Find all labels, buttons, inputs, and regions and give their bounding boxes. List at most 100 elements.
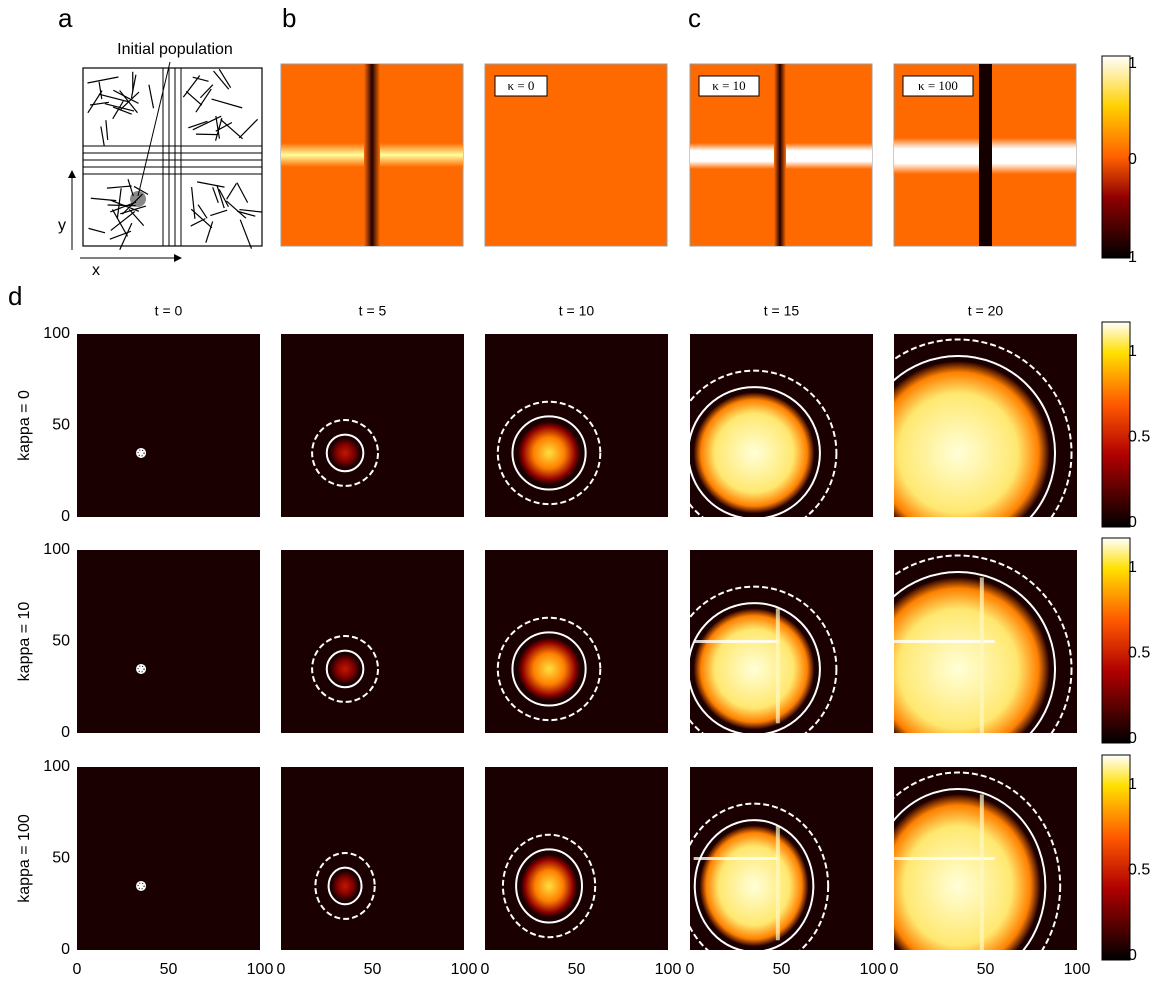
- fibre: [218, 68, 232, 88]
- fibre: [105, 120, 109, 140]
- kappa-label: κ = 10: [712, 78, 745, 93]
- fibre: [220, 119, 243, 140]
- fibre: [190, 208, 213, 229]
- x-tick-label: 50: [977, 961, 995, 978]
- fibre: [215, 115, 221, 139]
- fibre: [110, 210, 136, 231]
- contour-dashed: [496, 616, 602, 722]
- population: [517, 637, 581, 701]
- streak: [979, 577, 984, 733]
- fibre: [112, 106, 132, 115]
- contour: [894, 787, 1047, 950]
- panel-b2: κ = 0: [484, 63, 668, 247]
- field: [311, 419, 379, 487]
- streak: [775, 608, 780, 724]
- schematic-label: Initial population: [117, 41, 233, 58]
- contour: [325, 433, 365, 473]
- contour-dashed: [894, 771, 1062, 950]
- population: [699, 825, 809, 947]
- heatmap: [281, 550, 464, 733]
- fibre: [239, 219, 253, 249]
- fibre: [216, 184, 225, 209]
- field: [496, 616, 602, 722]
- heatmap-panel: [485, 334, 668, 517]
- y-tick-label: 0: [61, 508, 70, 525]
- heatmap-panel: [77, 550, 260, 733]
- y-tick-label: 50: [52, 633, 70, 650]
- y-tick-label: 50: [52, 417, 70, 434]
- y-label: y: [58, 217, 66, 234]
- field: [314, 852, 376, 920]
- heatmap: [77, 550, 260, 733]
- x-tick-label: 50: [364, 961, 382, 978]
- column-title: t = 10: [559, 303, 595, 319]
- fibre: [192, 115, 222, 131]
- fibre: [128, 209, 145, 227]
- heatmap-panel: [77, 767, 260, 950]
- field: [894, 338, 1073, 517]
- population: [330, 654, 360, 684]
- contour-dashed: [311, 419, 379, 487]
- field: [311, 635, 379, 703]
- fibre: [237, 210, 256, 217]
- fibre: [188, 120, 208, 129]
- y-tick-label: 0: [61, 724, 70, 741]
- contour: [327, 866, 363, 906]
- fibre: [197, 181, 225, 188]
- fibre: [197, 204, 208, 219]
- contour: [894, 570, 1057, 733]
- fibre: [218, 189, 229, 208]
- heatmap-panel: [894, 334, 1077, 517]
- panel-label: a: [58, 3, 73, 33]
- contour: [690, 602, 821, 733]
- field: [894, 771, 1062, 950]
- fibre: [210, 209, 228, 217]
- colorbar-tick: 0.5: [1128, 645, 1150, 662]
- streak: [693, 857, 779, 860]
- channels: [83, 68, 262, 246]
- contour-dashed: [690, 585, 838, 733]
- heatmap-panel: [894, 767, 1077, 950]
- contour: [511, 631, 587, 707]
- field: [501, 833, 597, 939]
- population: [894, 361, 1050, 517]
- heatmap-panel: [281, 550, 464, 733]
- heatmap-panel: [281, 334, 464, 517]
- contour: [690, 386, 821, 517]
- population: [894, 794, 1041, 950]
- contour-dashed: [894, 554, 1073, 733]
- fibre: [100, 126, 105, 146]
- panel-label: d: [8, 281, 22, 311]
- fibre: [215, 121, 233, 132]
- y-tick-label: 100: [43, 758, 70, 775]
- x-tick-label: 100: [451, 961, 478, 978]
- heatmap: [485, 550, 668, 733]
- colorbar: [1101, 321, 1131, 528]
- fibre: [236, 182, 249, 203]
- seed: [136, 880, 147, 891]
- colorbar-tick: 0: [1128, 947, 1137, 964]
- heatmap-panel: [281, 767, 464, 950]
- fibre: [119, 222, 133, 251]
- heatmap-panel: [894, 550, 1077, 733]
- population: [894, 577, 1050, 733]
- band: [364, 64, 380, 246]
- arrow-head: [68, 170, 76, 178]
- fibre: [106, 185, 132, 189]
- colorbar-tick: 1: [1128, 55, 1137, 72]
- fibre: [87, 90, 103, 114]
- fibre: [190, 218, 206, 227]
- x-tick-label: 50: [773, 961, 791, 978]
- x-tick-label: 0: [481, 961, 490, 978]
- fibre: [238, 118, 259, 139]
- heatmap: [77, 767, 260, 950]
- streak: [775, 825, 780, 941]
- column-title: t = 0: [155, 303, 183, 319]
- label-box: [902, 75, 974, 97]
- colorbar-tick: 1: [1128, 559, 1137, 576]
- arrow-head: [174, 254, 182, 262]
- fibre: [119, 91, 140, 111]
- fibre: [199, 84, 214, 99]
- x-tick-label: 0: [890, 961, 899, 978]
